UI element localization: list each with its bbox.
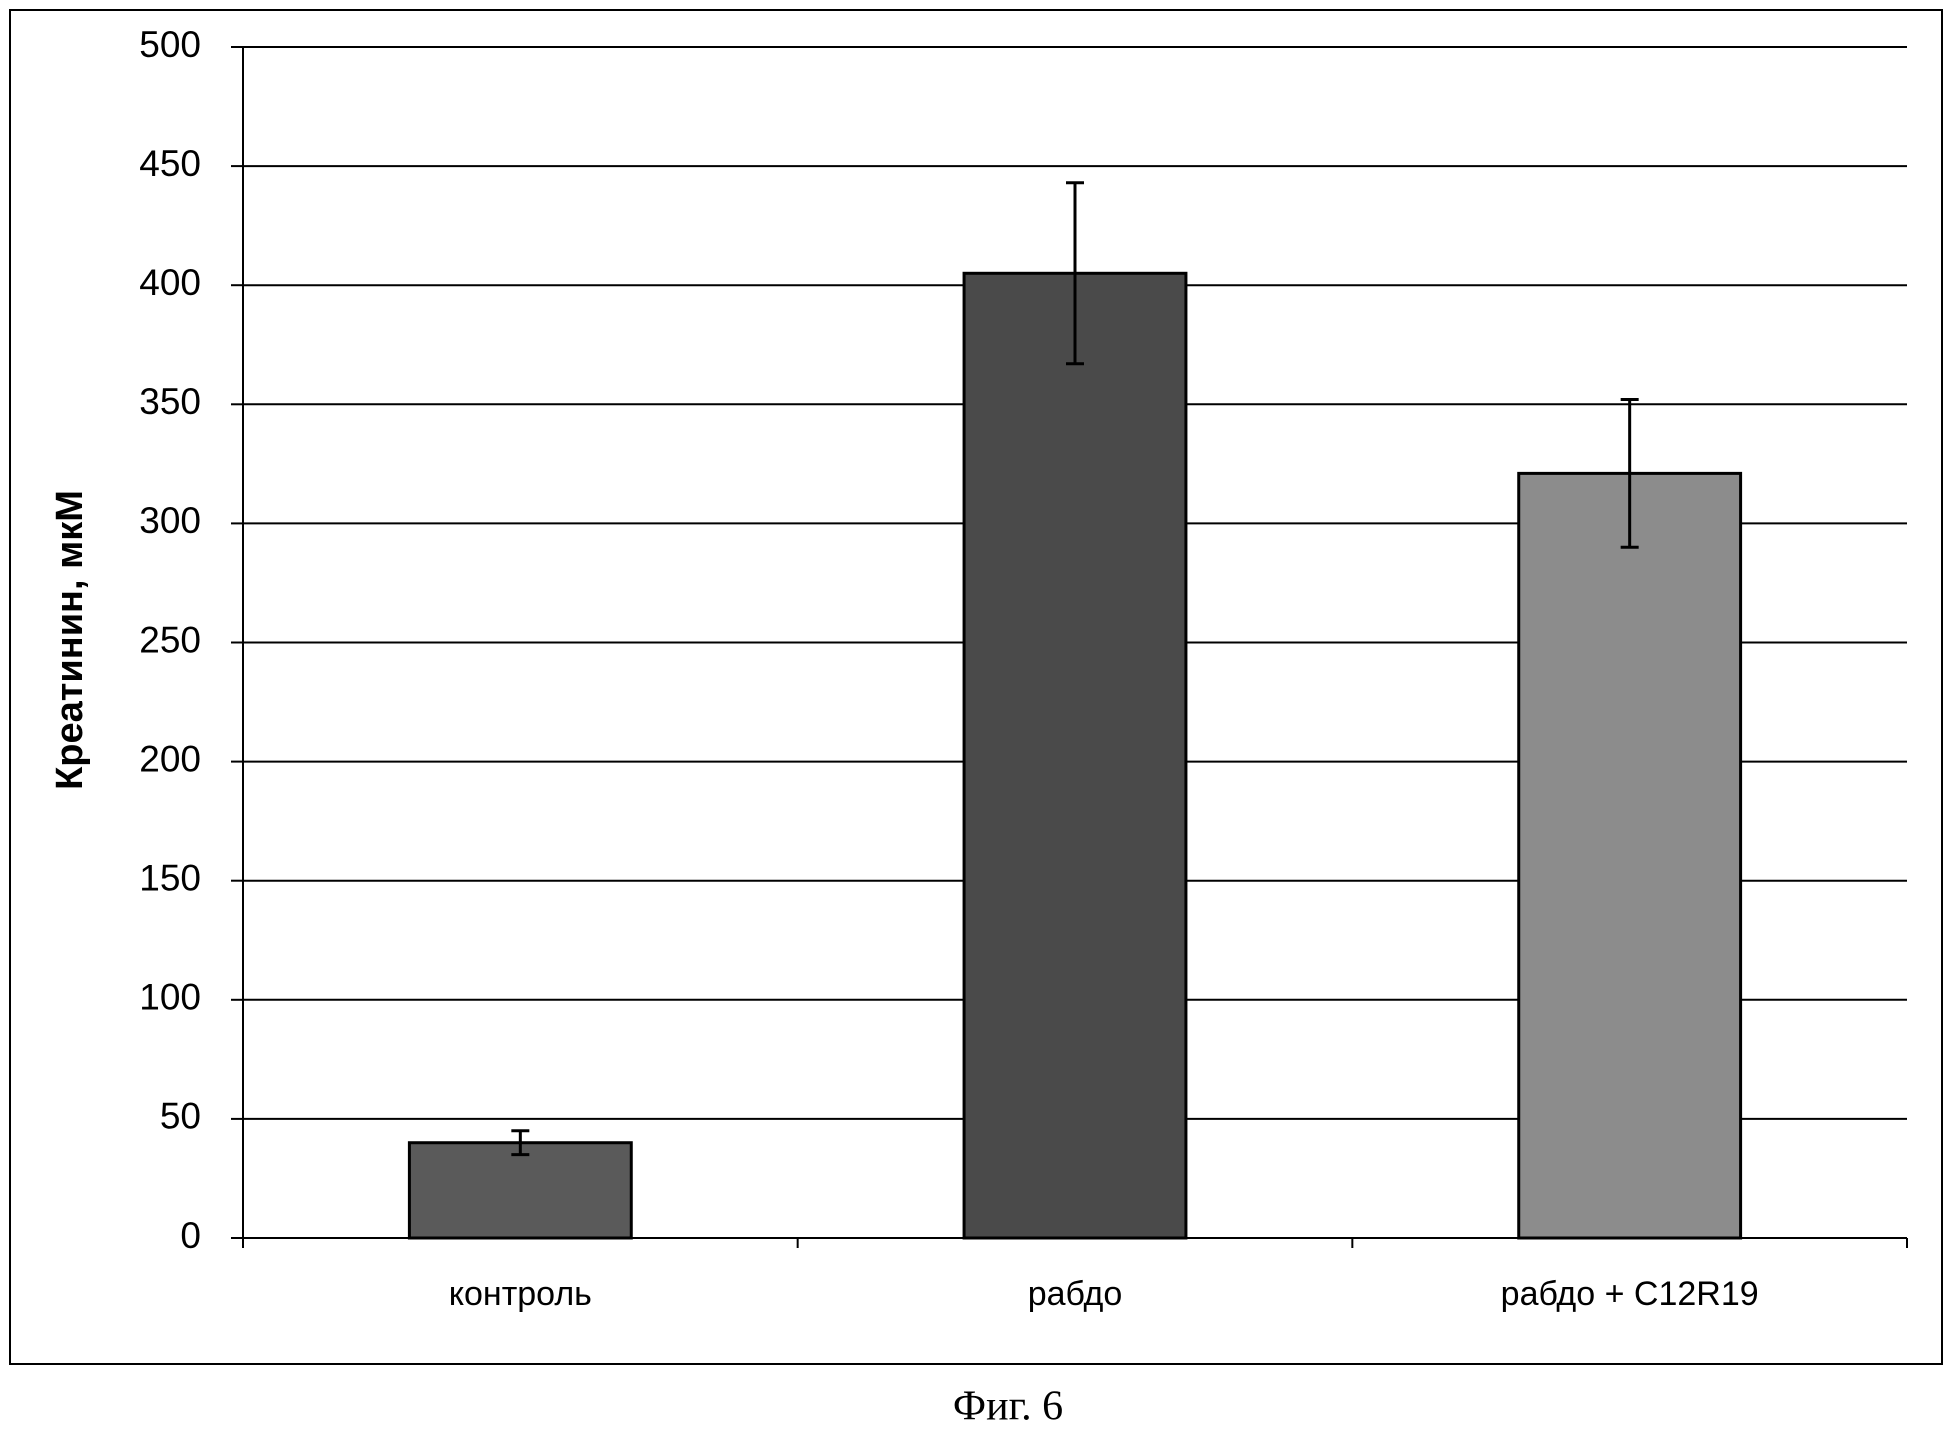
y-tick-label: 100 [139, 977, 201, 1018]
bar [964, 273, 1186, 1238]
y-tick-label: 300 [139, 500, 201, 541]
x-tick-label: контроль [449, 1275, 592, 1313]
bar [409, 1143, 631, 1238]
x-tick-label: рабдо [1028, 1275, 1123, 1313]
y-tick-label: 200 [139, 738, 201, 779]
y-tick-label: 250 [139, 619, 201, 660]
y-tick-label: 150 [139, 857, 201, 898]
x-tick-label: рабдо + C12R19 [1501, 1275, 1759, 1313]
y-tick-label: 350 [139, 381, 201, 422]
y-axis-label: Креатинин, мкМ [49, 490, 91, 790]
y-tick-label: 50 [160, 1096, 201, 1137]
caption: Фиг. 6 [953, 1384, 1063, 1430]
y-tick-label: 0 [180, 1215, 201, 1256]
chart: Креатинин, мкМ Фиг. 6 0 50 100 150 200 250 300… [0, 0, 1954, 1433]
y-tick-label: 400 [139, 262, 201, 303]
y-tick-label: 500 [139, 24, 201, 65]
y-tick-label: 450 [139, 143, 201, 184]
bar [1519, 473, 1741, 1238]
